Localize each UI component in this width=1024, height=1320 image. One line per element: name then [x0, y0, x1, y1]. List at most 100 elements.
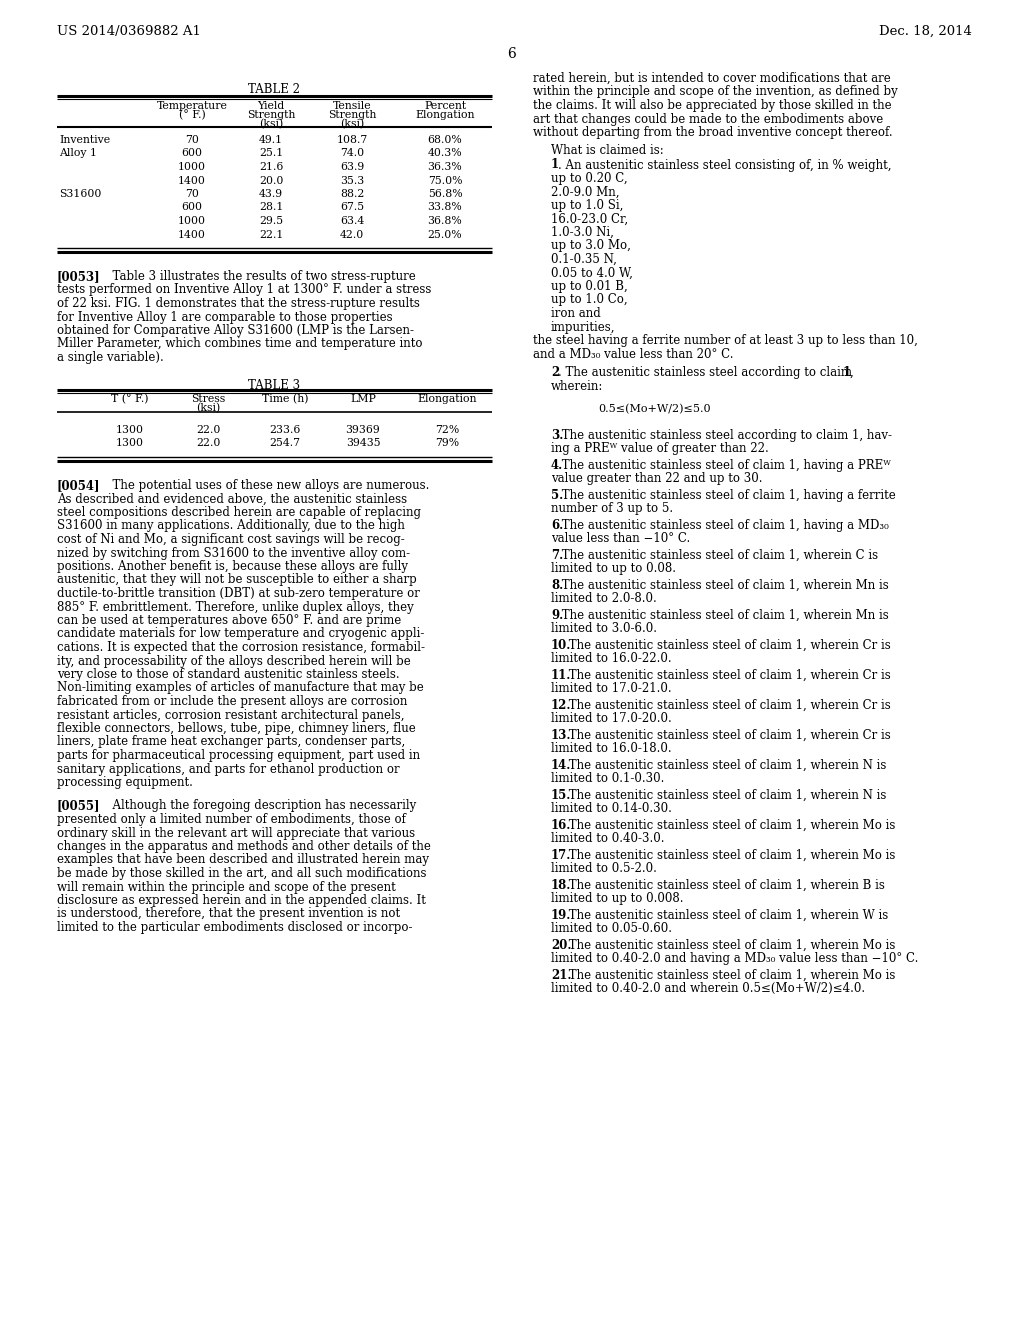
Text: The austenitic stainless steel of claim 1, having a MD₃₀: The austenitic stainless steel of claim …	[558, 519, 889, 532]
Text: 40.3%: 40.3%	[428, 149, 462, 158]
Text: 11.: 11.	[551, 669, 571, 681]
Text: 70: 70	[185, 189, 199, 199]
Text: Elongation: Elongation	[416, 110, 475, 120]
Text: 600: 600	[181, 149, 203, 158]
Text: Elongation: Elongation	[417, 393, 477, 404]
Text: limited to the particular embodiments disclosed or incorpo-: limited to the particular embodiments di…	[57, 921, 413, 935]
Text: 28.1: 28.1	[259, 202, 284, 213]
Text: The austenitic stainless steel of claim 1, wherein Mn is: The austenitic stainless steel of claim …	[558, 609, 889, 622]
Text: flexible connectors, bellows, tube, pipe, chimney liners, flue: flexible connectors, bellows, tube, pipe…	[57, 722, 416, 735]
Text: the claims. It will also be appreciated by those skilled in the: the claims. It will also be appreciated …	[534, 99, 892, 112]
Text: 25.1: 25.1	[259, 149, 283, 158]
Text: 29.5: 29.5	[259, 216, 283, 226]
Text: 72%: 72%	[435, 425, 459, 436]
Text: cations. It is expected that the corrosion resistance, formabil-: cations. It is expected that the corrosi…	[57, 642, 425, 653]
Text: limited to 0.5-2.0.: limited to 0.5-2.0.	[551, 862, 656, 875]
Text: Table 3 illustrates the results of two stress-rupture: Table 3 illustrates the results of two s…	[105, 271, 416, 282]
Text: Strength: Strength	[328, 110, 376, 120]
Text: Strength: Strength	[247, 110, 295, 120]
Text: ductile-to-brittle transition (DBT) at sub-zero temperature or: ductile-to-brittle transition (DBT) at s…	[57, 587, 420, 601]
Text: 17.: 17.	[551, 849, 571, 862]
Text: 233.6: 233.6	[269, 425, 301, 436]
Text: examples that have been described and illustrated herein may: examples that have been described and il…	[57, 854, 429, 866]
Text: The austenitic stainless steel of claim 1, wherein N is: The austenitic stainless steel of claim …	[565, 759, 887, 772]
Text: tests performed on Inventive Alloy 1 at 1300° F. under a stress: tests performed on Inventive Alloy 1 at …	[57, 284, 431, 297]
Text: 1000: 1000	[178, 216, 206, 226]
Text: the steel having a ferrite number of at least 3 up to less than 10,: the steel having a ferrite number of at …	[534, 334, 918, 347]
Text: 39435: 39435	[346, 438, 380, 449]
Text: S31600: S31600	[59, 189, 101, 199]
Text: 22.1: 22.1	[259, 230, 284, 239]
Text: Yield: Yield	[257, 102, 285, 111]
Text: art that changes could be made to the embodiments above: art that changes could be made to the em…	[534, 112, 884, 125]
Text: limited to up to 0.08.: limited to up to 0.08.	[551, 562, 676, 576]
Text: 88.2: 88.2	[340, 189, 365, 199]
Text: limited to 0.40-3.0.: limited to 0.40-3.0.	[551, 832, 665, 845]
Text: 20.0: 20.0	[259, 176, 284, 186]
Text: steel compositions described herein are capable of replacing: steel compositions described herein are …	[57, 506, 421, 519]
Text: 18.: 18.	[551, 879, 571, 892]
Text: nized by switching from S31600 to the inventive alloy com-: nized by switching from S31600 to the in…	[57, 546, 411, 560]
Text: 36.3%: 36.3%	[428, 162, 463, 172]
Text: austenitic, that they will not be susceptible to either a sharp: austenitic, that they will not be suscep…	[57, 573, 417, 586]
Text: The austenitic stainless steel of claim 1, wherein N is: The austenitic stainless steel of claim …	[565, 789, 887, 801]
Text: 2.0-9.0 Mn,: 2.0-9.0 Mn,	[551, 186, 620, 198]
Text: The austenitic stainless steel of claim 1, wherein Mo is: The austenitic stainless steel of claim …	[565, 939, 895, 952]
Text: The austenitic stainless steel of claim 1, having a ferrite: The austenitic stainless steel of claim …	[558, 488, 896, 502]
Text: up to 3.0 Mo,: up to 3.0 Mo,	[551, 239, 631, 252]
Text: 108.7: 108.7	[336, 135, 368, 145]
Text: 254.7: 254.7	[269, 438, 300, 449]
Text: The austenitic stainless steel of claim 1, wherein Mo is: The austenitic stainless steel of claim …	[565, 818, 895, 832]
Text: 6.: 6.	[551, 519, 563, 532]
Text: up to 0.01 B,: up to 0.01 B,	[551, 280, 628, 293]
Text: 15.: 15.	[551, 789, 571, 801]
Text: candidate materials for low temperature and cryogenic appli-: candidate materials for low temperature …	[57, 627, 424, 640]
Text: 1000: 1000	[178, 162, 206, 172]
Text: can be used at temperatures above 650° F. and are prime: can be used at temperatures above 650° F…	[57, 614, 401, 627]
Text: is understood, therefore, that the present invention is not: is understood, therefore, that the prese…	[57, 908, 400, 920]
Text: 49.1: 49.1	[259, 135, 283, 145]
Text: 1.0-3.0 Ni,: 1.0-3.0 Ni,	[551, 226, 613, 239]
Text: TABLE 3: TABLE 3	[249, 379, 301, 392]
Text: processing equipment.: processing equipment.	[57, 776, 193, 789]
Text: and a MD₃₀ value less than 20° C.: and a MD₃₀ value less than 20° C.	[534, 347, 733, 360]
Text: 16.: 16.	[551, 818, 571, 832]
Text: 885° F. embrittlement. Therefore, unlike duplex alloys, they: 885° F. embrittlement. Therefore, unlike…	[57, 601, 414, 614]
Text: limited to up to 0.008.: limited to up to 0.008.	[551, 892, 683, 906]
Text: 75.0%: 75.0%	[428, 176, 462, 186]
Text: The austenitic stainless steel according to claim 1, hav-: The austenitic stainless steel according…	[558, 429, 892, 442]
Text: 39369: 39369	[346, 425, 380, 436]
Text: (ksi): (ksi)	[340, 119, 365, 129]
Text: 67.5: 67.5	[340, 202, 365, 213]
Text: Temperature: Temperature	[157, 102, 227, 111]
Text: sanitary applications, and parts for ethanol production or: sanitary applications, and parts for eth…	[57, 763, 399, 776]
Text: Time (h): Time (h)	[262, 393, 308, 404]
Text: 7.: 7.	[551, 549, 563, 562]
Text: 10.: 10.	[551, 639, 571, 652]
Text: What is claimed is:: What is claimed is:	[551, 144, 664, 157]
Text: Tensile: Tensile	[333, 102, 372, 111]
Text: limited to 16.0-18.0.: limited to 16.0-18.0.	[551, 742, 672, 755]
Text: resistant articles, corrosion resistant architectural panels,: resistant articles, corrosion resistant …	[57, 709, 404, 722]
Text: Miller Parameter, which combines time and temperature into: Miller Parameter, which combines time an…	[57, 338, 423, 351]
Text: 21.6: 21.6	[259, 162, 284, 172]
Text: Alloy 1: Alloy 1	[59, 149, 97, 158]
Text: (ksi): (ksi)	[196, 403, 220, 413]
Text: 2: 2	[551, 366, 559, 379]
Text: Stress: Stress	[190, 393, 225, 404]
Text: up to 1.0 Si,: up to 1.0 Si,	[551, 199, 624, 213]
Text: limited to 16.0-22.0.: limited to 16.0-22.0.	[551, 652, 672, 665]
Text: . The austenitic stainless steel according to claim: . The austenitic stainless steel accordi…	[558, 366, 856, 379]
Text: . An austenitic stainless steel consisting of, in % weight,: . An austenitic stainless steel consisti…	[558, 158, 892, 172]
Text: (ksi): (ksi)	[259, 119, 283, 129]
Text: up to 1.0 Co,: up to 1.0 Co,	[551, 293, 628, 306]
Text: up to 0.20 C,: up to 0.20 C,	[551, 172, 628, 185]
Text: The austenitic stainless steel of claim 1, wherein Cr is: The austenitic stainless steel of claim …	[565, 639, 891, 652]
Text: be made by those skilled in the art, and all such modifications: be made by those skilled in the art, and…	[57, 867, 427, 880]
Text: limited to 0.40-2.0 and having a MD₃₀ value less than −10° C.: limited to 0.40-2.0 and having a MD₃₀ va…	[551, 952, 919, 965]
Text: The austenitic stainless steel of claim 1, wherein Cr is: The austenitic stainless steel of claim …	[565, 729, 891, 742]
Text: T (° F.): T (° F.)	[112, 393, 148, 405]
Text: ity, and processability of the alloys described herein will be: ity, and processability of the alloys de…	[57, 655, 411, 668]
Text: number of 3 up to 5.: number of 3 up to 5.	[551, 502, 673, 515]
Text: limited to 17.0-21.0.: limited to 17.0-21.0.	[551, 682, 672, 696]
